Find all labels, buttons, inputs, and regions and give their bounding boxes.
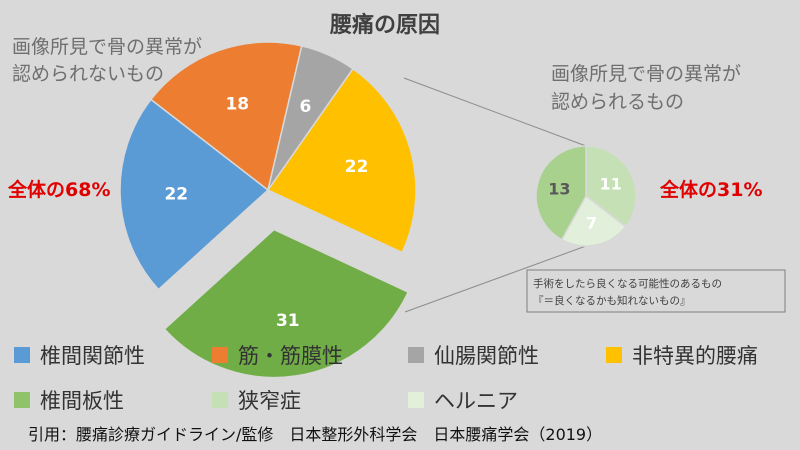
pie-slice — [119, 98, 270, 291]
legend-label: 椎間板性 — [40, 389, 124, 413]
right-percent-label: 全体の31% — [659, 178, 762, 201]
legend-swatch — [14, 392, 30, 408]
slice-value-label: 13 — [548, 180, 570, 199]
detail-pie-chart: 11 7 13 — [535, 145, 637, 247]
pie-slice — [149, 41, 303, 192]
legend-label: 狭窄症 — [238, 389, 301, 413]
slice-value-label: 11 — [600, 174, 622, 193]
legend-item: 椎間板性 — [14, 389, 124, 413]
pie-slice — [560, 194, 627, 247]
legend-swatch — [606, 347, 622, 363]
legend-swatch — [14, 347, 30, 363]
pie-slice — [535, 145, 587, 241]
legend-swatch — [212, 392, 228, 408]
connector-line-top — [403, 77, 587, 147]
left-caption-line-2: 認められないもの — [12, 63, 164, 85]
legend-item: 仙腸関節性 — [408, 344, 539, 368]
slice-value-label: 31 — [276, 311, 300, 331]
note-line-1: 手術をしたら良くなる可能性のあるもの — [533, 277, 722, 290]
legend-item: 筋・筋膜性 — [212, 344, 343, 368]
right-caption-line-2: 認められるもの — [551, 91, 684, 113]
legend-label: 椎間関節性 — [40, 344, 145, 368]
note-box — [526, 269, 786, 313]
legend-label: 仙腸関節性 — [434, 344, 539, 368]
legend-label: 筋・筋膜性 — [238, 344, 343, 368]
slice-value-label: 22 — [164, 185, 188, 205]
pie-slice — [266, 67, 417, 254]
slice-value-label: 7 — [586, 214, 597, 233]
left-caption-line-1: 画像所見で骨の異常が — [12, 36, 202, 58]
legend-item: 非特異的腰痛 — [606, 344, 758, 368]
chart-title: 腰痛の原因 — [329, 12, 440, 38]
legend-item: 椎間関節性 — [14, 344, 145, 368]
legend-item: ヘルニア — [408, 389, 518, 413]
legend-swatch — [408, 347, 424, 363]
slice-value-label: 6 — [300, 97, 312, 117]
left-percent-label: 全体の68% — [7, 178, 110, 201]
pie-slice — [267, 44, 354, 191]
legend-label: ヘルニア — [434, 389, 518, 413]
right-caption-line-1: 画像所見で骨の異常が — [551, 63, 741, 85]
legend-swatch — [408, 392, 424, 408]
legend-swatch — [212, 347, 228, 363]
source-citation: 引用：腰痛診療ガイドライン/監修 日本整形外科学会 日本腰痛学会（2019） — [28, 425, 602, 444]
slice-value-label: 22 — [345, 157, 369, 177]
note-line-2: 『＝良くなるかも知れないもの』 — [533, 294, 691, 307]
pie-slice — [585, 145, 637, 228]
legend-item: 狭窄症 — [212, 389, 301, 413]
pie-slice — [163, 228, 410, 379]
main-pie-chart: 22 31 22 18 6 — [119, 41, 417, 379]
slice-value-label: 18 — [225, 94, 249, 114]
legend-label: 非特異的腰痛 — [632, 344, 758, 368]
connector-line-bottom — [404, 245, 587, 313]
